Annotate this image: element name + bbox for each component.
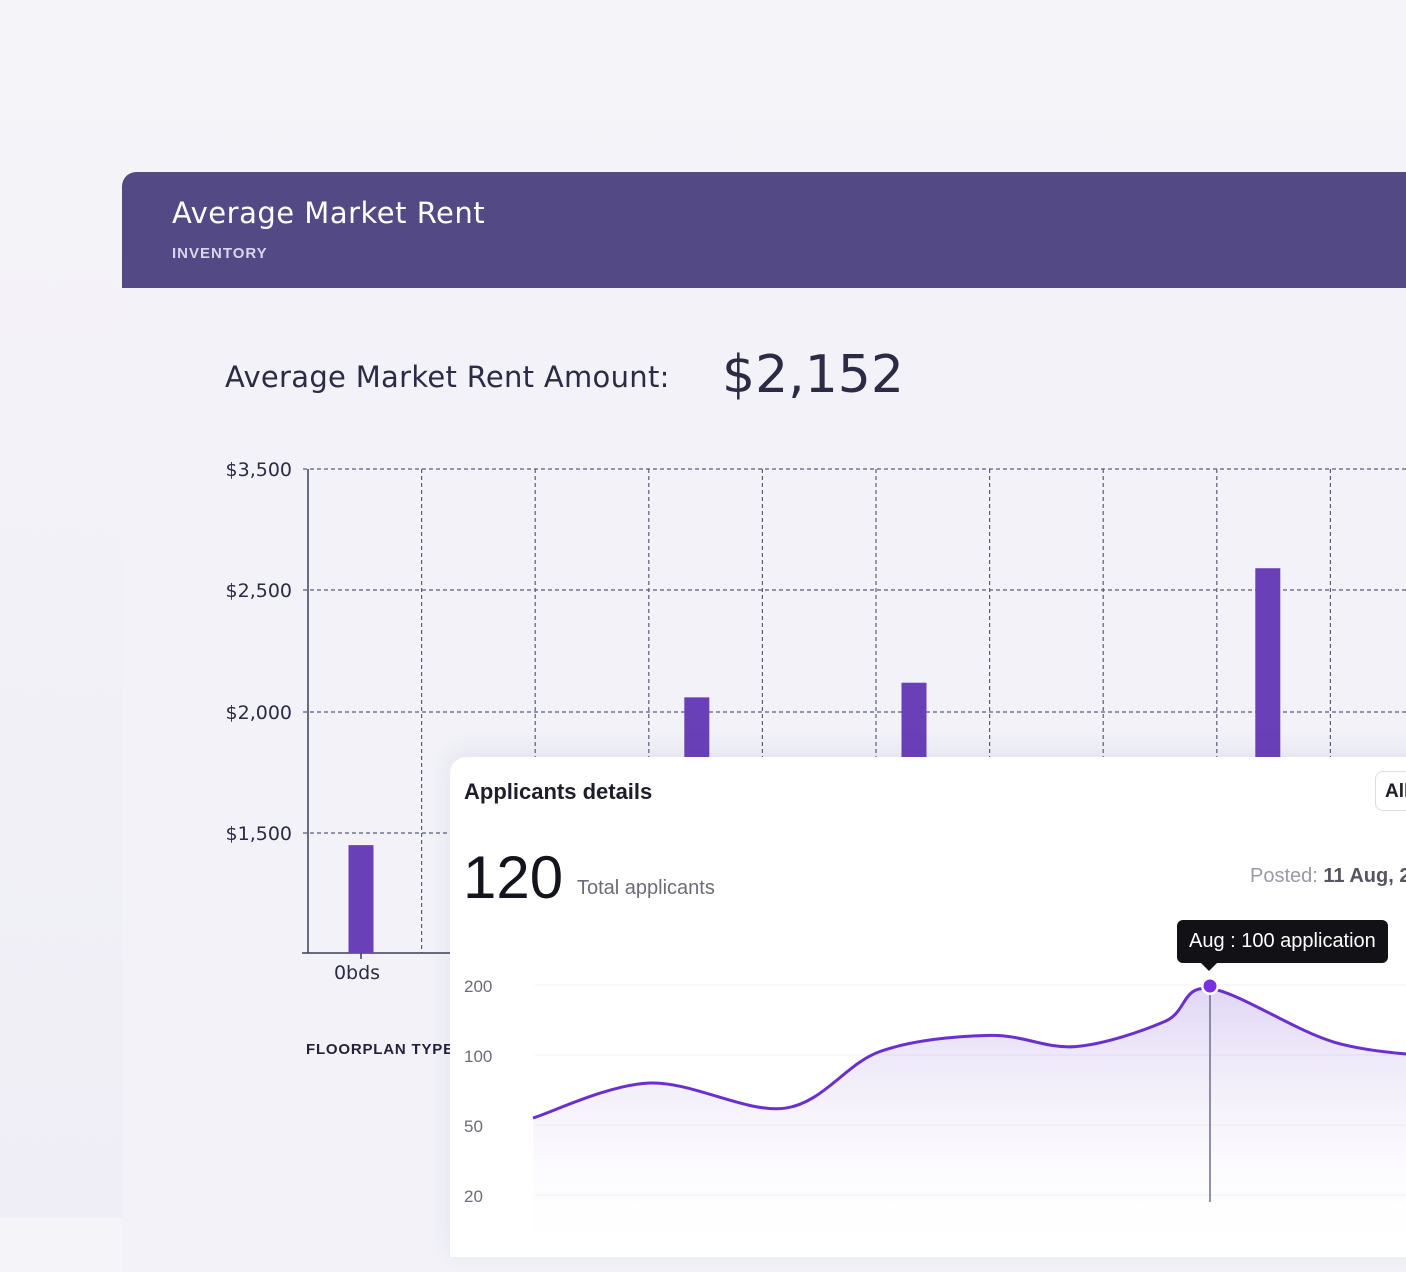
y-tick-label: $3,500: [226, 459, 292, 481]
y-tick-label: $2,000: [226, 702, 292, 724]
series-line: [532, 986, 1406, 1120]
posted-label: Posted:: [1250, 865, 1318, 887]
applicants-title: Applicants details: [464, 779, 653, 804]
y-tick-label: $2,500: [226, 580, 292, 602]
card-header: Average Market Rent INVENTORY: [122, 172, 1406, 288]
area-fill: [533, 988, 1406, 1257]
amount-label: Average Market Rent Amount:: [225, 360, 670, 394]
y-tick-label: 20: [464, 1187, 483, 1206]
total-applicants-label: Total applicants: [577, 877, 715, 899]
posted-info: Posted: 11 Aug, 2: [1250, 865, 1406, 888]
card-subtitle: INVENTORY: [172, 245, 268, 262]
filter-dropdown[interactable]: All: [1375, 771, 1406, 811]
applicants-area-chart: 200 100 50 20: [464, 977, 1406, 1257]
posted-date: 11 Aug, 2: [1323, 865, 1406, 887]
highlight-dot[interactable]: [1203, 979, 1217, 993]
y-tick-label: 50: [464, 1117, 483, 1136]
bar: [348, 845, 374, 953]
applicants-details-card: Applicants details All 120 Total applica…: [450, 757, 1406, 1257]
y-tick-label: 100: [464, 1047, 492, 1066]
chart-tooltip: Aug : 100 application: [1177, 920, 1388, 971]
total-applicants-value: 120: [463, 844, 564, 911]
y-tick-label: 200: [464, 977, 492, 996]
y-tick-label: $1,500: [226, 823, 292, 845]
x-tick-label: 0bds: [334, 962, 380, 984]
amount-value: $2,152: [722, 345, 904, 405]
card-title: Average Market Rent: [172, 196, 486, 230]
x-axis-title: FLOORPLAN TYPE: [306, 1041, 454, 1058]
